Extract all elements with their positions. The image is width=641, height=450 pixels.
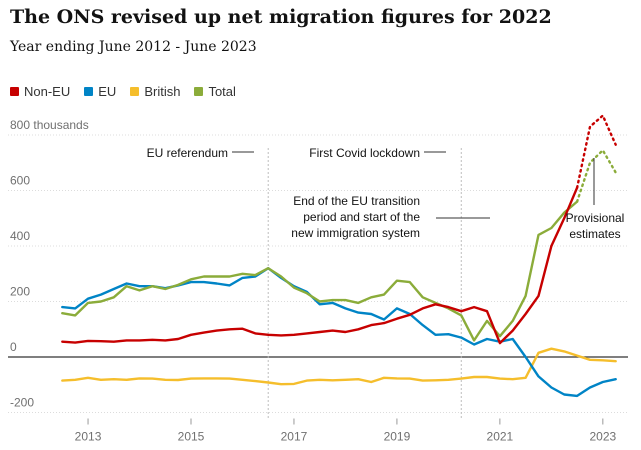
chart-subtitle: Year ending June 2012 - June 2023: [10, 39, 257, 55]
annotation-provisional-line-0: Provisional: [566, 211, 625, 225]
annotation-provisional-line-1: estimates: [569, 227, 620, 241]
annotation-first-covid-lockdown: First Covid lockdown: [309, 146, 420, 160]
y-tick-label-0: 0: [10, 340, 17, 354]
y-tick-label-800: 800 thousands: [10, 118, 89, 132]
series-line-british: [61, 347, 617, 386]
legend-item-total: Total: [194, 83, 236, 99]
legend-label-eu: EU: [98, 83, 117, 99]
x-tick-label-2015: 2015: [178, 430, 205, 444]
legend-swatch-non-eu: [10, 86, 19, 96]
x-tick-label-2013: 2013: [75, 430, 102, 444]
legend-item-non-eu: Non-EU: [10, 84, 70, 99]
legend-label-non-eu: Non-EU: [24, 83, 71, 99]
annotation-eu-transition-line-0: End of the EU transition: [293, 194, 420, 208]
y-tick-label--200: -200: [10, 396, 34, 410]
y-tick-label-200: 200: [10, 285, 30, 299]
chart-title: The ONS revised up net migration figures…: [10, 6, 552, 28]
legend-swatch-total: [194, 86, 204, 96]
x-tick-label-2023: 2023: [589, 430, 616, 444]
x-tick-label-2019: 2019: [384, 430, 411, 444]
legend-label-british: British: [144, 83, 181, 99]
annotation-eu-transition-line-2: new immigration system: [291, 226, 420, 240]
legend-label-total: Total: [208, 83, 236, 99]
series-line-total-provisional: [575, 149, 617, 203]
annotation-eu-referendum: EU referendum: [147, 146, 228, 160]
legend-item-british: British: [130, 84, 180, 99]
legend-swatch-eu: [84, 86, 94, 96]
legend-item-eu: EU: [84, 84, 116, 99]
x-tick-label-2021: 2021: [487, 430, 514, 444]
x-tick-label-2017: 2017: [281, 430, 308, 444]
annotation-provisional: Provisional estimates: [566, 211, 625, 241]
migration-line-chart: 800 thousands 600 400 200 0 -200 2013 2015 2017 2…: [8, 114, 628, 444]
series-line-non-eu-recent: [550, 186, 579, 248]
y-tick-label-600: 600: [10, 174, 30, 188]
annotation-eu-transition: End of the EU transition period and start…: [291, 194, 420, 240]
annotation-eu-transition-line-1: period and start of the: [303, 210, 420, 224]
series-line-total: [61, 200, 579, 342]
annotation-first-covid-lockdown-line-0: First Covid lockdown: [309, 146, 420, 160]
series-line-non-eu: [61, 244, 553, 345]
annotation-eu-referendum-line-0: EU referendum: [147, 146, 228, 160]
chart-legend: Non-EU EU British Total: [10, 82, 236, 100]
series-line-non-eu-provisional: [575, 114, 617, 189]
y-tick-label-400: 400: [10, 229, 30, 243]
legend-swatch-british: [130, 86, 140, 96]
